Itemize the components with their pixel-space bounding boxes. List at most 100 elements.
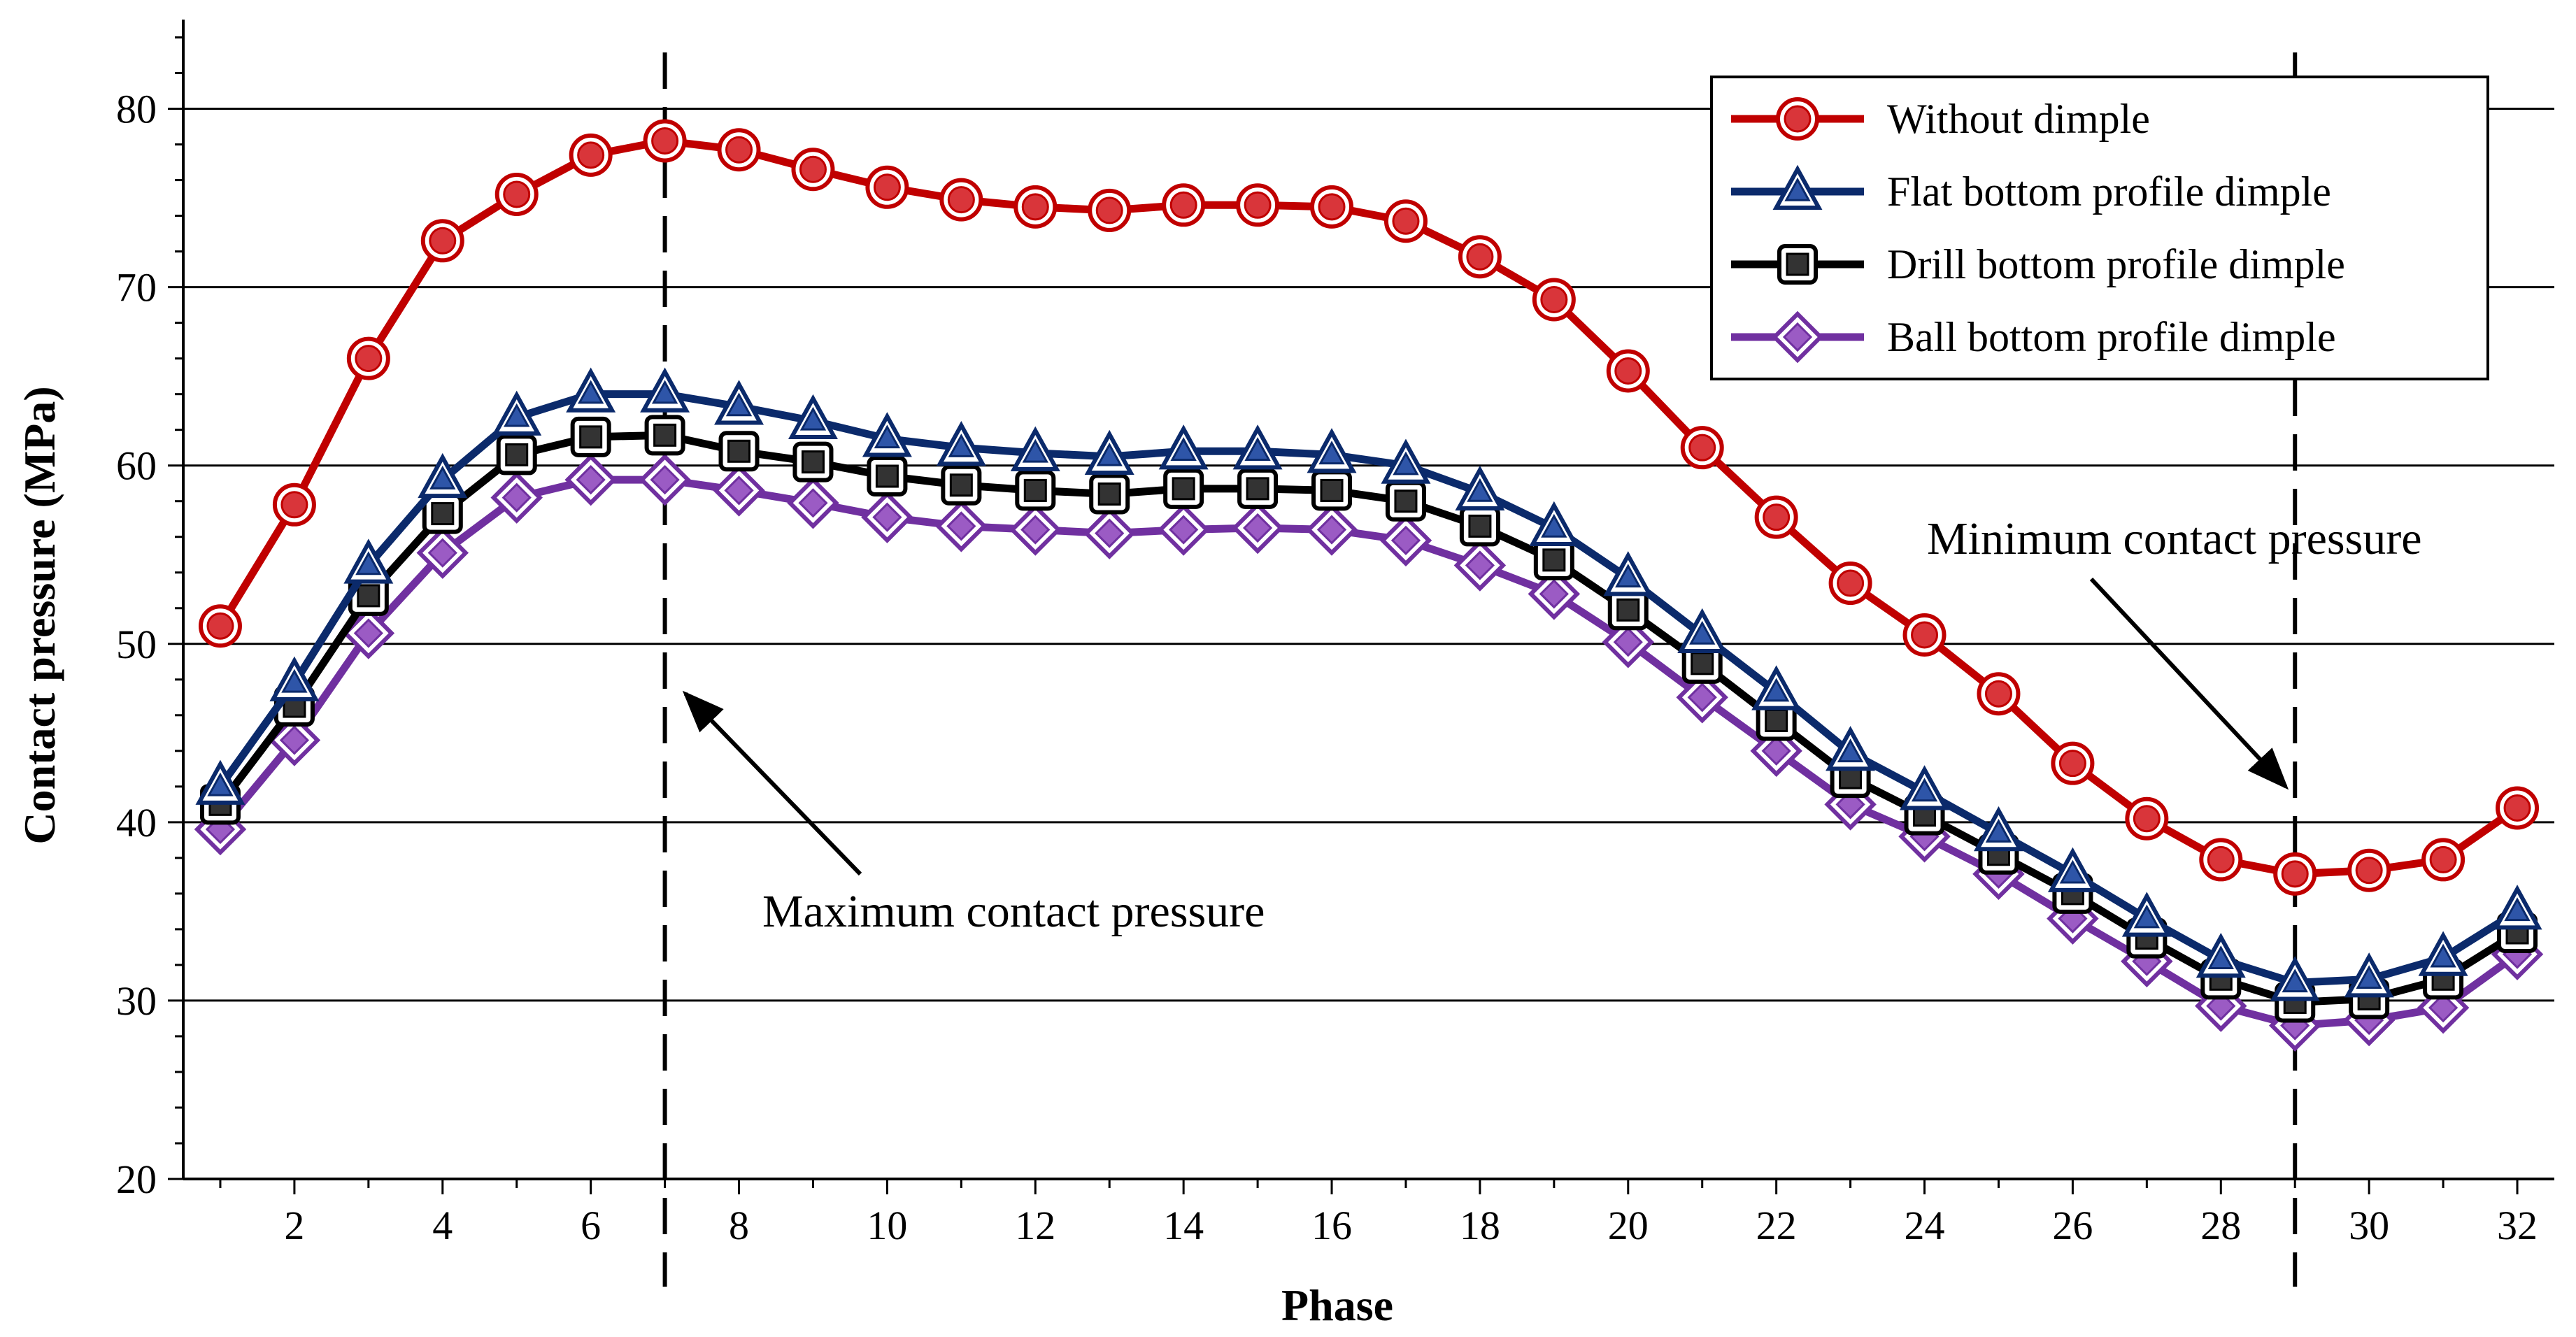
marker-inner bbox=[2429, 845, 2457, 873]
annotation-max-label: Maximum contact pressure bbox=[762, 886, 1265, 937]
marker-inner bbox=[798, 488, 828, 518]
marker-inner bbox=[1244, 191, 1272, 219]
marker-inner bbox=[1615, 564, 1642, 588]
data-point bbox=[570, 416, 611, 457]
marker-inner bbox=[2430, 943, 2456, 968]
marker-inner bbox=[946, 511, 976, 541]
marker-inner bbox=[799, 406, 827, 431]
data-point bbox=[490, 471, 543, 524]
data-point bbox=[1236, 183, 1280, 227]
data-point bbox=[1602, 615, 1655, 668]
data-point bbox=[1383, 199, 1428, 243]
marker-inner bbox=[1316, 515, 1347, 545]
marker-inner bbox=[206, 612, 234, 640]
data-point bbox=[1305, 503, 1358, 556]
marker-inner bbox=[1318, 441, 1345, 465]
legend-item: Drill bottom profile dimple bbox=[1731, 241, 2345, 287]
marker-inner bbox=[1095, 196, 1123, 224]
marker-inner bbox=[1169, 515, 1199, 545]
data-point bbox=[718, 431, 760, 472]
marker-inner bbox=[1095, 518, 1125, 548]
data-point bbox=[1157, 503, 1210, 556]
marker-inner bbox=[1468, 514, 1492, 538]
marker-inner bbox=[1246, 477, 1269, 501]
marker-inner bbox=[1393, 451, 1419, 476]
marker-inner bbox=[1687, 682, 1717, 713]
data-point bbox=[639, 453, 691, 506]
data-point bbox=[422, 493, 463, 534]
data-point bbox=[1680, 426, 1724, 470]
data-point bbox=[564, 453, 617, 506]
data-point bbox=[1826, 726, 1876, 771]
marker-inner bbox=[429, 465, 456, 489]
legend-item: Ball bottom profile dimple bbox=[1731, 310, 2336, 364]
data-point bbox=[936, 420, 986, 466]
x-tick-label: 16 bbox=[1311, 1203, 1352, 1248]
data-point bbox=[1310, 185, 1354, 229]
data-point bbox=[867, 455, 908, 496]
data-point bbox=[1455, 465, 1505, 510]
marker-inner bbox=[1541, 513, 1567, 538]
marker-inner bbox=[1911, 778, 1938, 802]
data-point bbox=[787, 477, 839, 529]
data-point bbox=[644, 415, 685, 456]
x-tick-label: 18 bbox=[1460, 1203, 1500, 1248]
marker-inner bbox=[501, 482, 532, 513]
marker-inner bbox=[281, 668, 308, 693]
legend-item: Without dimple bbox=[1731, 96, 2150, 142]
x-axis-title: Phase bbox=[1281, 1280, 1393, 1330]
data-point bbox=[935, 500, 988, 552]
data-point bbox=[198, 604, 242, 648]
grid-lines bbox=[183, 108, 2554, 1002]
y-tick-label: 60 bbox=[116, 443, 157, 489]
data-point bbox=[1162, 183, 1206, 227]
marker-inner bbox=[1691, 652, 1714, 675]
reference-lines bbox=[662, 52, 2298, 1287]
data-point bbox=[2273, 852, 2317, 896]
data-point bbox=[714, 380, 764, 425]
data-point bbox=[1379, 514, 1432, 567]
marker-inner bbox=[650, 464, 680, 495]
data-point bbox=[2418, 931, 2468, 976]
marker-inner bbox=[1765, 708, 1788, 732]
data-point bbox=[1307, 428, 1357, 473]
marker-inner bbox=[1172, 477, 1195, 501]
marker-inner bbox=[1985, 819, 2012, 843]
data-point bbox=[1533, 539, 1574, 580]
marker-inner bbox=[504, 403, 530, 427]
data-point bbox=[1603, 551, 1653, 596]
marker-inner bbox=[2356, 965, 2382, 989]
data-point bbox=[566, 367, 616, 413]
data-point bbox=[1232, 424, 1283, 470]
data-point bbox=[1089, 473, 1130, 515]
data-point bbox=[1231, 501, 1284, 555]
series-flat-bottom-profile-dimple bbox=[195, 367, 2542, 1001]
data-point bbox=[1385, 480, 1426, 522]
marker-inner bbox=[872, 502, 902, 532]
marker-inner bbox=[1784, 105, 1812, 133]
marker-inner bbox=[2133, 904, 2161, 929]
legend-label: Drill bottom profile dimple bbox=[1887, 241, 2345, 287]
x-tick-label: 10 bbox=[867, 1203, 907, 1248]
data-point bbox=[1311, 470, 1353, 511]
data-point bbox=[2121, 892, 2172, 937]
x-tick-label: 22 bbox=[1756, 1203, 1797, 1248]
marker-inner bbox=[355, 551, 382, 575]
marker-inner bbox=[1761, 736, 1791, 766]
data-point bbox=[1528, 568, 1581, 620]
marker-inner bbox=[2133, 805, 2161, 833]
marker-inner bbox=[1390, 525, 1421, 555]
data-point bbox=[640, 367, 690, 413]
marker-inner bbox=[355, 345, 383, 373]
marker-inner bbox=[801, 450, 825, 474]
data-point bbox=[1607, 589, 1649, 631]
x-tick-label: 2 bbox=[284, 1203, 304, 1248]
data-point bbox=[862, 412, 912, 457]
y-tick-label: 80 bbox=[116, 87, 157, 132]
marker-inner bbox=[799, 155, 827, 183]
arrow-to-max bbox=[682, 690, 862, 876]
x-tick-label: 26 bbox=[2052, 1203, 2093, 1248]
legend-label: Ball bottom profile dimple bbox=[1887, 314, 2336, 360]
y-tick-label: 70 bbox=[116, 265, 157, 310]
data-point bbox=[1158, 424, 1209, 470]
